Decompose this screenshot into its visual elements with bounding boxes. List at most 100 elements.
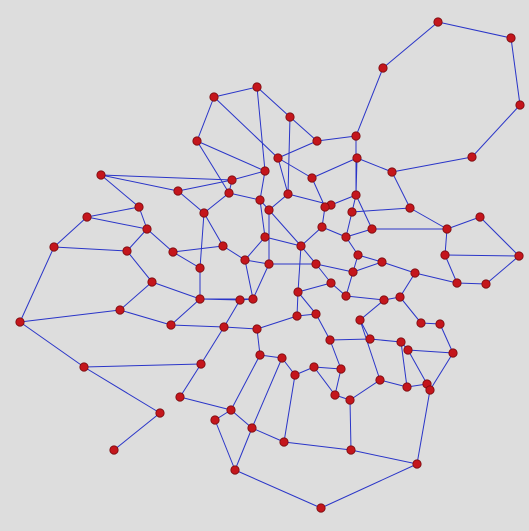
graph-node[interactable] [475,212,485,222]
graph-node[interactable] [345,395,355,405]
graph-node[interactable] [351,190,361,200]
graph-node[interactable] [209,92,219,102]
graph-node[interactable] [115,305,125,315]
graph-node[interactable] [147,277,157,287]
graph-node[interactable] [347,207,357,217]
graph-node[interactable] [412,459,422,469]
graph-node[interactable] [260,166,270,176]
graph-node[interactable] [440,250,450,260]
graph-node[interactable] [277,353,287,363]
graph-node[interactable] [312,136,322,146]
graph-node[interactable] [515,100,525,110]
graph-node[interactable] [247,423,257,433]
graph-node[interactable] [309,362,319,372]
graph-node[interactable] [134,202,144,212]
graph-node[interactable] [467,152,477,162]
graph-node[interactable] [252,324,262,334]
graph-node[interactable] [379,295,389,305]
graph-node[interactable] [230,465,240,475]
graph-node[interactable] [255,350,265,360]
graph-node[interactable] [402,382,412,392]
graph-node[interactable] [320,202,330,212]
graph-node[interactable] [196,359,206,369]
graph-node[interactable] [155,408,165,418]
graph-node[interactable] [290,370,300,380]
graph-node[interactable] [264,259,274,269]
graph-node[interactable] [82,212,92,222]
graph-node[interactable] [283,189,293,199]
graph-node[interactable] [352,153,362,163]
graph-node[interactable] [481,279,491,289]
graph-node[interactable] [375,375,385,385]
graph-node[interactable] [279,437,289,447]
graph-node[interactable] [255,195,265,205]
graph-node[interactable] [168,247,178,257]
graph-node[interactable] [210,415,220,425]
graph-node[interactable] [166,320,176,330]
graph-node[interactable] [416,318,426,328]
graph-node[interactable] [410,268,420,278]
graph-node[interactable] [311,309,321,319]
graph-node[interactable] [396,337,406,347]
graph-node[interactable] [285,112,295,122]
graph-node[interactable] [195,294,205,304]
graph-node[interactable] [252,82,262,92]
graph-node[interactable] [452,278,462,288]
graph-node[interactable] [316,503,326,513]
graph-node[interactable] [448,348,458,358]
graph-node[interactable] [15,317,25,327]
graph-node[interactable] [346,445,356,455]
graph-node[interactable] [377,257,387,267]
graph-node[interactable] [405,203,415,213]
graph-node[interactable] [365,334,375,344]
graph-node[interactable] [224,188,234,198]
graph-node[interactable] [273,153,283,163]
graph-node[interactable] [425,385,435,395]
graph-node[interactable] [79,362,89,372]
graph-node[interactable] [433,17,443,27]
graph-node[interactable] [307,173,317,183]
graph-node[interactable] [96,170,106,180]
graph-node[interactable] [175,392,185,402]
graph-node[interactable] [195,263,205,273]
graph-node[interactable] [367,224,377,234]
graph-node[interactable] [227,175,237,185]
graph-node[interactable] [248,294,258,304]
graph-node[interactable] [292,311,302,321]
graph-node[interactable] [395,292,405,302]
graph-node[interactable] [226,405,236,415]
graph-node[interactable] [378,63,388,73]
graph-node[interactable] [435,319,445,329]
graph-node[interactable] [442,224,452,234]
graph-node[interactable] [293,287,303,297]
graph-node[interactable] [506,33,516,43]
graph-node[interactable] [218,241,228,251]
graph-node[interactable] [199,208,209,218]
graph-node[interactable] [142,224,152,234]
graph-node[interactable] [296,241,306,251]
graph-node[interactable] [387,167,397,177]
graph-node[interactable] [109,445,119,455]
graph-node[interactable] [341,291,351,301]
graph-node[interactable] [235,295,245,305]
graph-node[interactable] [49,242,59,252]
graph-node[interactable] [173,186,183,196]
graph-node[interactable] [122,246,132,256]
graph-node[interactable] [353,250,363,260]
graph-node[interactable] [219,322,229,332]
graph-node[interactable] [326,278,336,288]
graph-node[interactable] [325,335,335,345]
graph-node[interactable] [317,222,327,232]
graph-node[interactable] [311,259,321,269]
graph-node[interactable] [240,255,250,265]
graph-node[interactable] [192,136,202,146]
graph-node[interactable] [403,345,413,355]
graph-node[interactable] [341,232,351,242]
graph-node[interactable] [260,232,270,242]
graph-node[interactable] [348,267,358,277]
graph-node[interactable] [351,131,361,141]
graph-node[interactable] [330,390,340,400]
graph-node[interactable] [264,205,274,215]
graph-node[interactable] [514,251,524,261]
graph-node[interactable] [355,315,365,325]
